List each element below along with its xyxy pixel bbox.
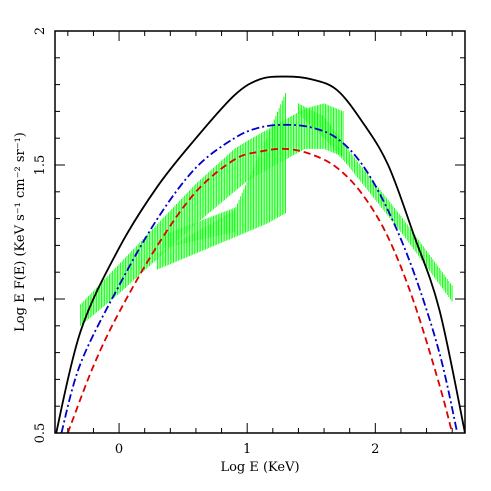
y-tick-label: 1 [33, 295, 48, 303]
y-axis-label: Log E F(E) (KeV s⁻¹ cm⁻² sr⁻¹) [13, 132, 28, 332]
y-tick-label: 1.5 [33, 155, 48, 176]
data-bands [80, 92, 453, 326]
series-line-0 [55, 75, 465, 433]
x-tick-label: 1 [243, 442, 251, 457]
x-axis-label: Log E (KeV) [220, 460, 299, 475]
x-tick-label: 0 [115, 442, 123, 457]
data-band-3 [297, 103, 453, 302]
model-curves [55, 75, 465, 433]
axis-ticks [55, 30, 465, 434]
series-line-1 [60, 123, 459, 433]
data-band-0 [80, 103, 344, 326]
y-tick-label: 2 [33, 27, 48, 35]
y-tick-label: 0.5 [33, 423, 48, 444]
data-band-2 [163, 207, 235, 249]
tick-labels: 0 1 2 0.5 1 1.5 2 [33, 27, 379, 457]
series-line-2 [66, 147, 454, 433]
x-tick-label: 2 [371, 442, 379, 457]
plot-frame [54, 30, 466, 434]
